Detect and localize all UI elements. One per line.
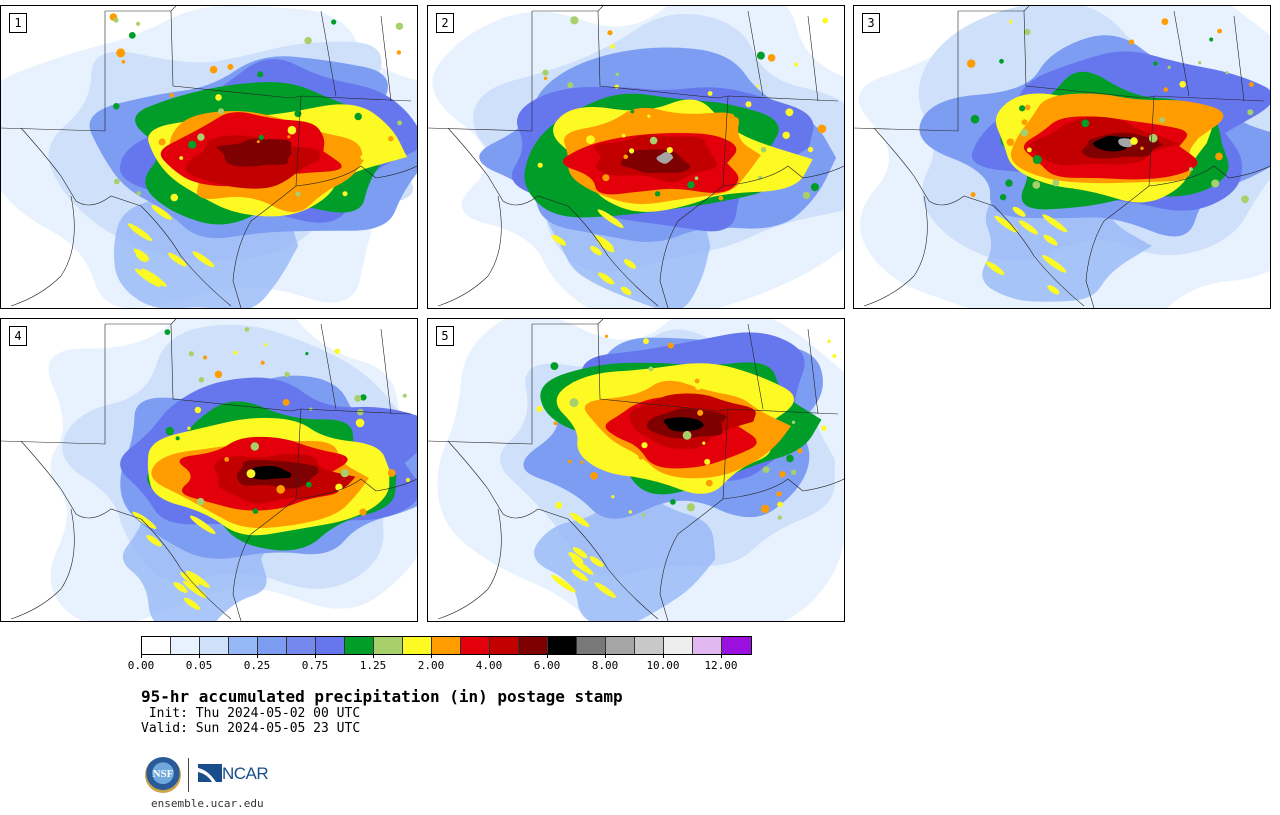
colorbar-swatch xyxy=(229,637,258,654)
colorbar-swatch xyxy=(403,637,432,654)
colorbar-swatch xyxy=(345,637,374,654)
colorbar-tick-label: 0.05 xyxy=(185,659,213,672)
panel-3: 3 xyxy=(853,5,1271,309)
colorbar-tick-label: 0.25 xyxy=(243,659,271,672)
colorbar-swatch xyxy=(200,637,229,654)
precip-map xyxy=(1,319,417,621)
colorbar-swatch xyxy=(519,637,548,654)
colorbar xyxy=(141,636,752,655)
colorbar-swatch xyxy=(722,637,751,654)
precip-map xyxy=(428,319,844,621)
panel-1: 1 xyxy=(0,5,418,309)
member-number: 3 xyxy=(862,13,880,33)
colorbar-tick-label: 10.00 xyxy=(646,659,680,672)
colorbar-swatch xyxy=(490,637,519,654)
colorbar-ticks: 0.00 0.05 0.25 0.75 1.25 2.00 4.00 6.00 8.00 10.0… xyxy=(128,653,756,673)
colorbar-tick-label: 1.25 xyxy=(359,659,387,672)
colorbar-tick-label: 6.00 xyxy=(533,659,561,672)
colorbar-swatch xyxy=(664,637,693,654)
colorbar-tick-label: 8.00 xyxy=(591,659,619,672)
plot-title: 95-hr accumulated precipitation (in) pos… xyxy=(141,687,623,706)
colorbar-tick-label: 0.00 xyxy=(127,659,155,672)
colorbar-swatch xyxy=(606,637,635,654)
nsf-logo-text: NSF xyxy=(152,768,174,780)
colorbar-swatch xyxy=(577,637,606,654)
panel-4: 4 xyxy=(0,318,418,622)
panel-2: 2 xyxy=(427,5,845,309)
precip-map xyxy=(854,6,1270,308)
colorbar-swatch xyxy=(635,637,664,654)
panel-5: 5 xyxy=(427,318,845,622)
colorbar-swatch xyxy=(548,637,577,654)
colorbar-tick xyxy=(373,653,374,658)
colorbar-tick-label: 0.75 xyxy=(301,659,329,672)
colorbar-tick-label: 12.00 xyxy=(704,659,738,672)
colorbar-swatch xyxy=(258,637,287,654)
colorbar-tick-label: 4.00 xyxy=(475,659,503,672)
logo-divider xyxy=(188,758,189,792)
colorbar-tick xyxy=(489,653,490,658)
init-time: Init: Thu 2024-05-02 00 UTC xyxy=(141,706,361,721)
colorbar-tick xyxy=(141,653,142,658)
precip-map xyxy=(1,6,417,308)
colorbar-swatch xyxy=(374,637,403,654)
member-number: 1 xyxy=(9,13,27,33)
valid-time: Valid: Sun 2024-05-05 23 UTC xyxy=(141,721,361,736)
ncar-logo-icon xyxy=(198,764,222,782)
colorbar-swatch xyxy=(432,637,461,654)
ncar-logo-text: NCAR xyxy=(222,764,269,783)
colorbar-swatch xyxy=(287,637,316,654)
source-url: ensemble.ucar.edu xyxy=(151,797,264,810)
colorbar-swatch xyxy=(171,637,200,654)
nsf-logo: NSF xyxy=(145,757,181,793)
member-number: 4 xyxy=(9,326,27,346)
precip-map xyxy=(428,6,844,308)
colorbar-swatch xyxy=(461,637,490,654)
colorbar-tick xyxy=(663,653,664,658)
member-number: 5 xyxy=(436,326,454,346)
colorbar-swatch xyxy=(316,637,345,654)
colorbar-tick xyxy=(315,653,316,658)
colorbar-swatch xyxy=(693,637,722,654)
colorbar-swatch xyxy=(142,637,171,654)
colorbar-tick xyxy=(199,653,200,658)
colorbar-tick xyxy=(547,653,548,658)
colorbar-tick-label: 2.00 xyxy=(417,659,445,672)
colorbar-tick xyxy=(431,653,432,658)
colorbar-tick xyxy=(605,653,606,658)
colorbar-tick xyxy=(257,653,258,658)
member-number: 2 xyxy=(436,13,454,33)
colorbar-tick xyxy=(721,653,722,658)
